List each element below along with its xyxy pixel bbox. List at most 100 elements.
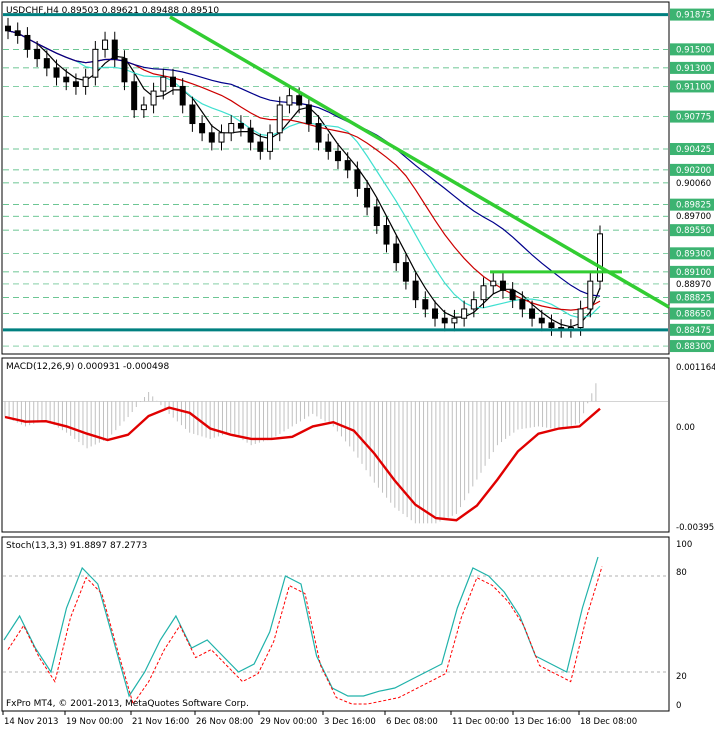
- candle: [237, 115, 244, 137]
- candle: [490, 272, 497, 295]
- price-label-box: [670, 163, 714, 176]
- price-label: 0.90060: [676, 179, 711, 189]
- price-label-box: [670, 80, 714, 93]
- candle: [247, 119, 254, 151]
- candle: [519, 291, 526, 318]
- candle: [53, 59, 60, 86]
- candle: [34, 41, 41, 67]
- candle: [140, 96, 147, 118]
- price-label: 0.89550: [676, 226, 711, 236]
- candle: [315, 115, 322, 151]
- descending-trendline: [169, 15, 670, 309]
- candle: [111, 31, 118, 67]
- time-label: 3 Dec 16:00: [324, 717, 376, 727]
- candle: [364, 180, 371, 216]
- price-label-box: [670, 323, 714, 336]
- candle: [325, 133, 332, 160]
- price-label-box: [670, 61, 714, 74]
- candle: [92, 41, 99, 86]
- candle: [470, 291, 477, 318]
- price-label-box: [670, 143, 714, 156]
- macd-pane[interactable]: MACD(12,26,9) 0.000931 -0.000498 0.00116…: [1, 357, 715, 533]
- candle: [218, 124, 225, 151]
- candle: [179, 78, 186, 114]
- copyright-text: FxPro MT4, © 2001-2013, MetaQuotes Softw…: [6, 699, 249, 709]
- price-label-box: [670, 224, 714, 237]
- price-label: 0.89100: [676, 268, 711, 278]
- candle: [276, 96, 283, 142]
- candle: [509, 282, 516, 309]
- candle: [383, 217, 390, 253]
- price-label: 0.91875: [676, 11, 711, 21]
- candle: [587, 272, 594, 318]
- stoch-lines: [3, 556, 603, 706]
- time-label: 14 Nov 2013: [4, 717, 58, 727]
- candle: [72, 73, 79, 95]
- candle: [499, 272, 506, 299]
- time-label: 26 Nov 08:00: [196, 717, 253, 727]
- macd-label-max: 0.001164: [676, 363, 715, 373]
- moving-average-line: [7, 30, 601, 297]
- macd-header: MACD(12,26,9) 0.000931 -0.000498: [6, 362, 169, 372]
- price-label-box: [670, 43, 714, 56]
- candle: [24, 27, 31, 58]
- price-label: 0.89300: [676, 249, 711, 259]
- stoch-label-100: 100: [676, 540, 692, 550]
- time-label: 29 Nov 00:00: [260, 717, 317, 727]
- candle: [422, 291, 429, 318]
- candle: [169, 68, 176, 95]
- candle: [121, 50, 128, 91]
- stoch-label-80: 80: [676, 568, 687, 578]
- candle: [228, 115, 235, 142]
- candle: [131, 73, 138, 118]
- macd-label-min: -0.003953: [676, 523, 715, 533]
- price-label: 0.90200: [676, 166, 711, 176]
- time-label: 6 Dec 08:00: [386, 717, 438, 727]
- price-label: 0.91300: [676, 64, 711, 74]
- price-header: USDCHF,H4 0.89503 0.89621 0.89488 0.8951…: [6, 6, 219, 16]
- stoch-pane[interactable]: Stoch(13,3,3) 91.8897 87.2773 100 80 20 …: [1, 536, 692, 712]
- time-axis: 14 Nov 2013 19 Nov 00:00 21 Nov 16:00 26 No…: [2, 711, 637, 727]
- stoch-label-20: 20: [676, 672, 687, 682]
- candle: [373, 198, 380, 234]
- candle: [597, 225, 603, 290]
- candle: [189, 96, 196, 132]
- candle: [63, 68, 70, 91]
- price-label-box: [670, 265, 714, 278]
- candle: [402, 254, 409, 290]
- stoch-signal-line: [7, 566, 603, 706]
- candle: [102, 31, 109, 58]
- candle: [257, 133, 264, 160]
- support-resistance-lines: [3, 13, 668, 332]
- price-label: 0.88475: [676, 326, 711, 336]
- price-label: 0.90775: [676, 113, 711, 123]
- candle: [480, 277, 487, 309]
- candle: [150, 82, 157, 114]
- candle: [82, 68, 89, 95]
- price-label-box: [670, 307, 714, 320]
- macd-signal-line: [4, 406, 601, 522]
- price-label: 0.88825: [676, 293, 711, 303]
- candle: [344, 152, 351, 179]
- price-label-box: [670, 247, 714, 260]
- stoch-main-line: [3, 556, 599, 698]
- candle: [334, 143, 341, 169]
- candle: [548, 314, 555, 336]
- price-label: 0.88300: [676, 342, 711, 352]
- price-label: 0.91500: [676, 45, 711, 55]
- candle: [461, 300, 468, 327]
- stoch-levels: [3, 575, 668, 673]
- candle: [43, 50, 50, 77]
- candle: [432, 300, 439, 327]
- candle: [160, 68, 167, 100]
- price-axis-labels: 0.91875 0.91500 0.91300 0.91100 0.90775 0.904…: [670, 8, 714, 353]
- candle: [286, 87, 293, 114]
- price-label: 0.88650: [676, 310, 711, 320]
- candle: [267, 124, 274, 160]
- candle: [412, 272, 419, 309]
- macd-label-zero: 0.00: [676, 423, 695, 433]
- price-pane[interactable]: USDCHF,H4 0.89503 0.89621 0.89488 0.8951…: [1, 1, 714, 355]
- price-label-box: [670, 291, 714, 304]
- price-label: 0.91100: [676, 82, 711, 92]
- candle: [305, 96, 312, 132]
